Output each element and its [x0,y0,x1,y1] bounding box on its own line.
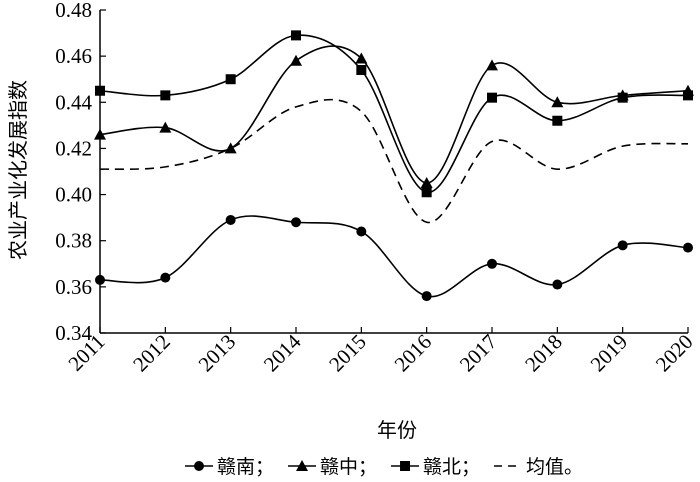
series-2-point-9 [683,90,693,101]
x-tick-label-9: 2020 [651,330,698,377]
series-1-point-6 [486,59,498,71]
series-1-point-2 [224,142,237,154]
legend-item-1: 赣中； [288,456,377,478]
series-2-point-1 [160,90,171,101]
y-axis-title: 农业产业化发展指数 [6,80,30,260]
series-0-point-8 [617,240,628,251]
series-line-0 [99,215,689,298]
series-2-point-2 [225,74,236,85]
series-2-point-7 [552,115,563,126]
legend-item-2: 赣北； [391,456,480,478]
y-tick-label-6: 0.46 [55,44,92,68]
y-tick-label-2: 0.38 [55,229,92,253]
x-axis-title: 年份 [377,418,417,442]
series-0-point-4 [356,226,367,237]
x-tick-label-2: 2013 [194,330,241,377]
series-2-point-8 [617,92,628,103]
legend-label-0: 赣南； [217,456,274,478]
series-0-point-1 [160,272,171,283]
legend: 赣南； 赣中； 赣北； 均值。 [185,456,583,478]
series-0-point-2 [225,214,236,225]
x-tick-label-1: 2012 [128,330,175,377]
series-1-point-7 [551,96,564,108]
series-line-1 [99,45,689,184]
legend-label-3: 均值。 [526,456,583,478]
series-line-2 [99,34,689,194]
series-1-point-5 [420,177,433,189]
x-tick-label-8: 2019 [586,330,633,377]
series-line-3 [99,98,689,224]
legend-item-0: 赣南； [185,456,274,478]
series-1-point-3 [290,54,302,66]
series-0-point-9 [683,242,693,253]
series-1-point-1 [159,121,172,133]
y-tick-label-7: 0.48 [55,0,92,22]
legend-marker-2 [400,461,411,471]
legend-label-2: 赣北； [423,456,480,478]
y-tick-label-5: 0.44 [55,90,92,114]
legend-label-1: 赣中； [320,456,377,478]
series-0-point-6 [487,258,497,269]
y-tick-label-3: 0.40 [55,183,92,207]
legend-marker-1 [296,460,309,471]
x-tick-label-4: 2015 [324,330,371,377]
y-tick-label-1: 0.36 [55,275,92,299]
x-tick-label-7: 2018 [520,330,567,377]
plot-area [94,30,694,302]
series-2-point-3 [291,30,301,41]
series-2-point-4 [356,64,367,75]
x-tick-label-5: 2016 [390,330,437,377]
series-2-point-6 [487,92,497,103]
series-1-point-4 [355,52,368,64]
series-0-point-5 [421,291,432,302]
series-0-point-3 [291,217,301,228]
series-2-point-5 [421,187,432,198]
x-tick-label-6: 2017 [455,330,502,377]
y-tick-label-4: 0.42 [55,136,92,160]
series-0-point-7 [552,279,563,290]
legend-item-3: 均值。 [494,456,583,478]
x-tick-label-3: 2014 [259,329,306,376]
y-tick-label-0: 0.34 [55,321,92,345]
legend-marker-0 [194,461,204,471]
